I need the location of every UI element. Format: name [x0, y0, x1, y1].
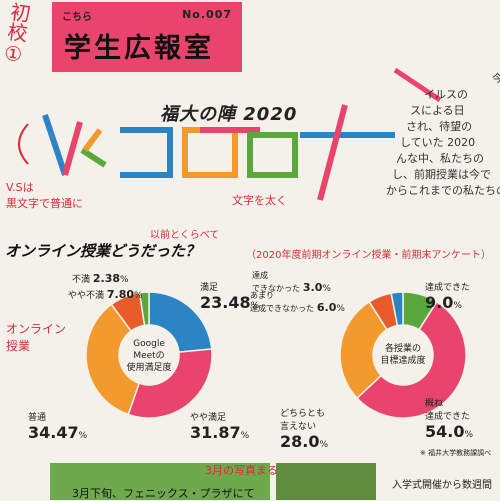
korona-ro2: [247, 132, 298, 178]
section-header: こちら No.007 学生広報室: [52, 2, 242, 72]
handwritten-text-note: 文字を太く: [232, 194, 287, 207]
label-tassei-text: 達成できた: [425, 283, 471, 293]
unit-pct: %: [453, 301, 462, 311]
vs-corona-title: [18, 67, 442, 201]
value-futsu: 34.47: [28, 423, 79, 442]
label-fuman: 不満 2.38%: [72, 272, 129, 285]
chart2-slice-4: [390, 291, 404, 327]
label-manzoku-text: 満足: [200, 283, 219, 293]
right-line: され、待望の: [406, 120, 473, 133]
label-dochira-text: どちらとも 言えない: [280, 409, 326, 432]
unit-pct: %: [336, 304, 345, 314]
vs-v-left: [42, 114, 68, 176]
value-tassei: 9.0: [425, 293, 454, 312]
article-subtitle: 福大の陣 2020: [160, 104, 298, 125]
chart-goal-achievement: [339, 291, 467, 419]
chart2-center-label: 各授業の 目標達成度: [380, 344, 426, 366]
vs-s-top: [82, 128, 103, 152]
chart1-slice-0: [148, 291, 213, 353]
label-fuman-text: 不満: [72, 275, 91, 285]
value-yaya-fuman: 7.80: [106, 288, 135, 301]
korona-ro1: [182, 127, 238, 178]
header-kochira: こちら: [62, 12, 92, 23]
chart2-slice-2: [339, 300, 388, 400]
right-line: 今年: [492, 72, 500, 85]
unit-pct: %: [464, 430, 474, 440]
label-yaya-fuman: やや不満 7.80%: [68, 288, 143, 301]
chart1-slice-1: [127, 348, 213, 419]
chart1-slice-4: [138, 291, 150, 327]
right-line: んな中、私たちの: [396, 152, 484, 165]
label-yaya-manzoku-text: やや満足: [190, 413, 227, 423]
label-futsu: 普通 34.47%: [28, 410, 87, 442]
right-line: し、前期授業は今で: [392, 168, 491, 181]
chart2-slice-1: [356, 300, 467, 419]
label-amari-text: あまり 達成できなかった: [250, 291, 314, 313]
handwritten-online-note: オンライン授業: [6, 322, 67, 353]
right-line: からこれまでの私たちの: [386, 184, 500, 197]
chart-google-meet-satisfaction: [85, 291, 213, 419]
value-oomune: 54.0: [425, 422, 465, 441]
handwritten-vs-note: V.Sは 黒文字で普通に: [6, 181, 83, 210]
label-dochira: どちらとも 言えない 28.0%: [280, 406, 328, 451]
label-oomune-text: 概ね 達成できた: [425, 399, 471, 422]
handwritten-bracket: [18, 123, 29, 165]
unit-pct: %: [78, 431, 88, 441]
value-dochira: 28.0: [280, 432, 320, 451]
label-manzoku: 満足 23.48%: [200, 280, 259, 312]
right-line: イルスの: [424, 88, 468, 101]
photo-left: [50, 463, 270, 500]
unit-pct: %: [240, 431, 250, 441]
source-note: ※ 福井大学教務課調べ: [420, 449, 492, 457]
vs-v-right: [62, 121, 83, 176]
unit-pct: %: [322, 284, 331, 294]
unit-pct: %: [134, 291, 143, 301]
handwritten-compare-note: 以前とくらべて: [150, 230, 220, 241]
korona-ko: [120, 127, 173, 178]
unit-pct: %: [120, 275, 129, 285]
chart1-center-label: Google Meetの 使用満足度: [126, 339, 172, 373]
value-amari: 6.0: [316, 301, 337, 314]
unit-pct: %: [319, 440, 329, 450]
value-fuman: 2.38: [92, 272, 121, 285]
korona-na-v: [317, 104, 348, 201]
decor-line: [393, 67, 442, 103]
value-yaya-manzoku: 31.87: [190, 423, 241, 442]
handwritten-first-proof-note: 初校①: [0, 0, 33, 68]
right-line: していた 2020: [400, 136, 476, 149]
unit-pct: %: [250, 301, 260, 311]
photo-right: [276, 463, 376, 500]
label-yaya-manzoku: やや満足 31.87%: [190, 410, 249, 442]
label-dekinai: 達成 できなかった 3.0%: [252, 270, 362, 294]
label-amari: あまり 達成できなかった 6.0%: [250, 290, 370, 314]
section-title: オンライン授業どうだった？: [5, 242, 201, 260]
issue-number: No.007: [182, 8, 232, 21]
label-oomune: 概ね 達成できた 54.0%: [425, 396, 473, 441]
photo-caption-2: 入学式開催から数週間: [392, 480, 492, 491]
label-yaya-fuman-text: やや不満: [68, 291, 105, 301]
value-manzoku: 23.48: [200, 293, 251, 312]
header-title: 学生広報室: [64, 33, 214, 64]
vs-s-stroke: [80, 147, 107, 168]
handwritten-survey-note: （2020年度前期オンライン授業・前期末アンケート）: [246, 250, 492, 261]
value-dekinai: 3.0: [302, 281, 323, 294]
chart1-slice-2: [85, 303, 141, 416]
photo-caption: 3月下旬、フェニックス・プラザにて: [72, 487, 255, 500]
label-dekinai-text: 達成 できなかった: [252, 271, 300, 293]
right-line: スによる日: [410, 104, 465, 117]
label-tassei: 達成できた 9.0%: [425, 280, 470, 312]
handwritten-march-note: 3月の写真まる: [205, 464, 278, 477]
label-futsu-text: 普通: [28, 413, 47, 423]
